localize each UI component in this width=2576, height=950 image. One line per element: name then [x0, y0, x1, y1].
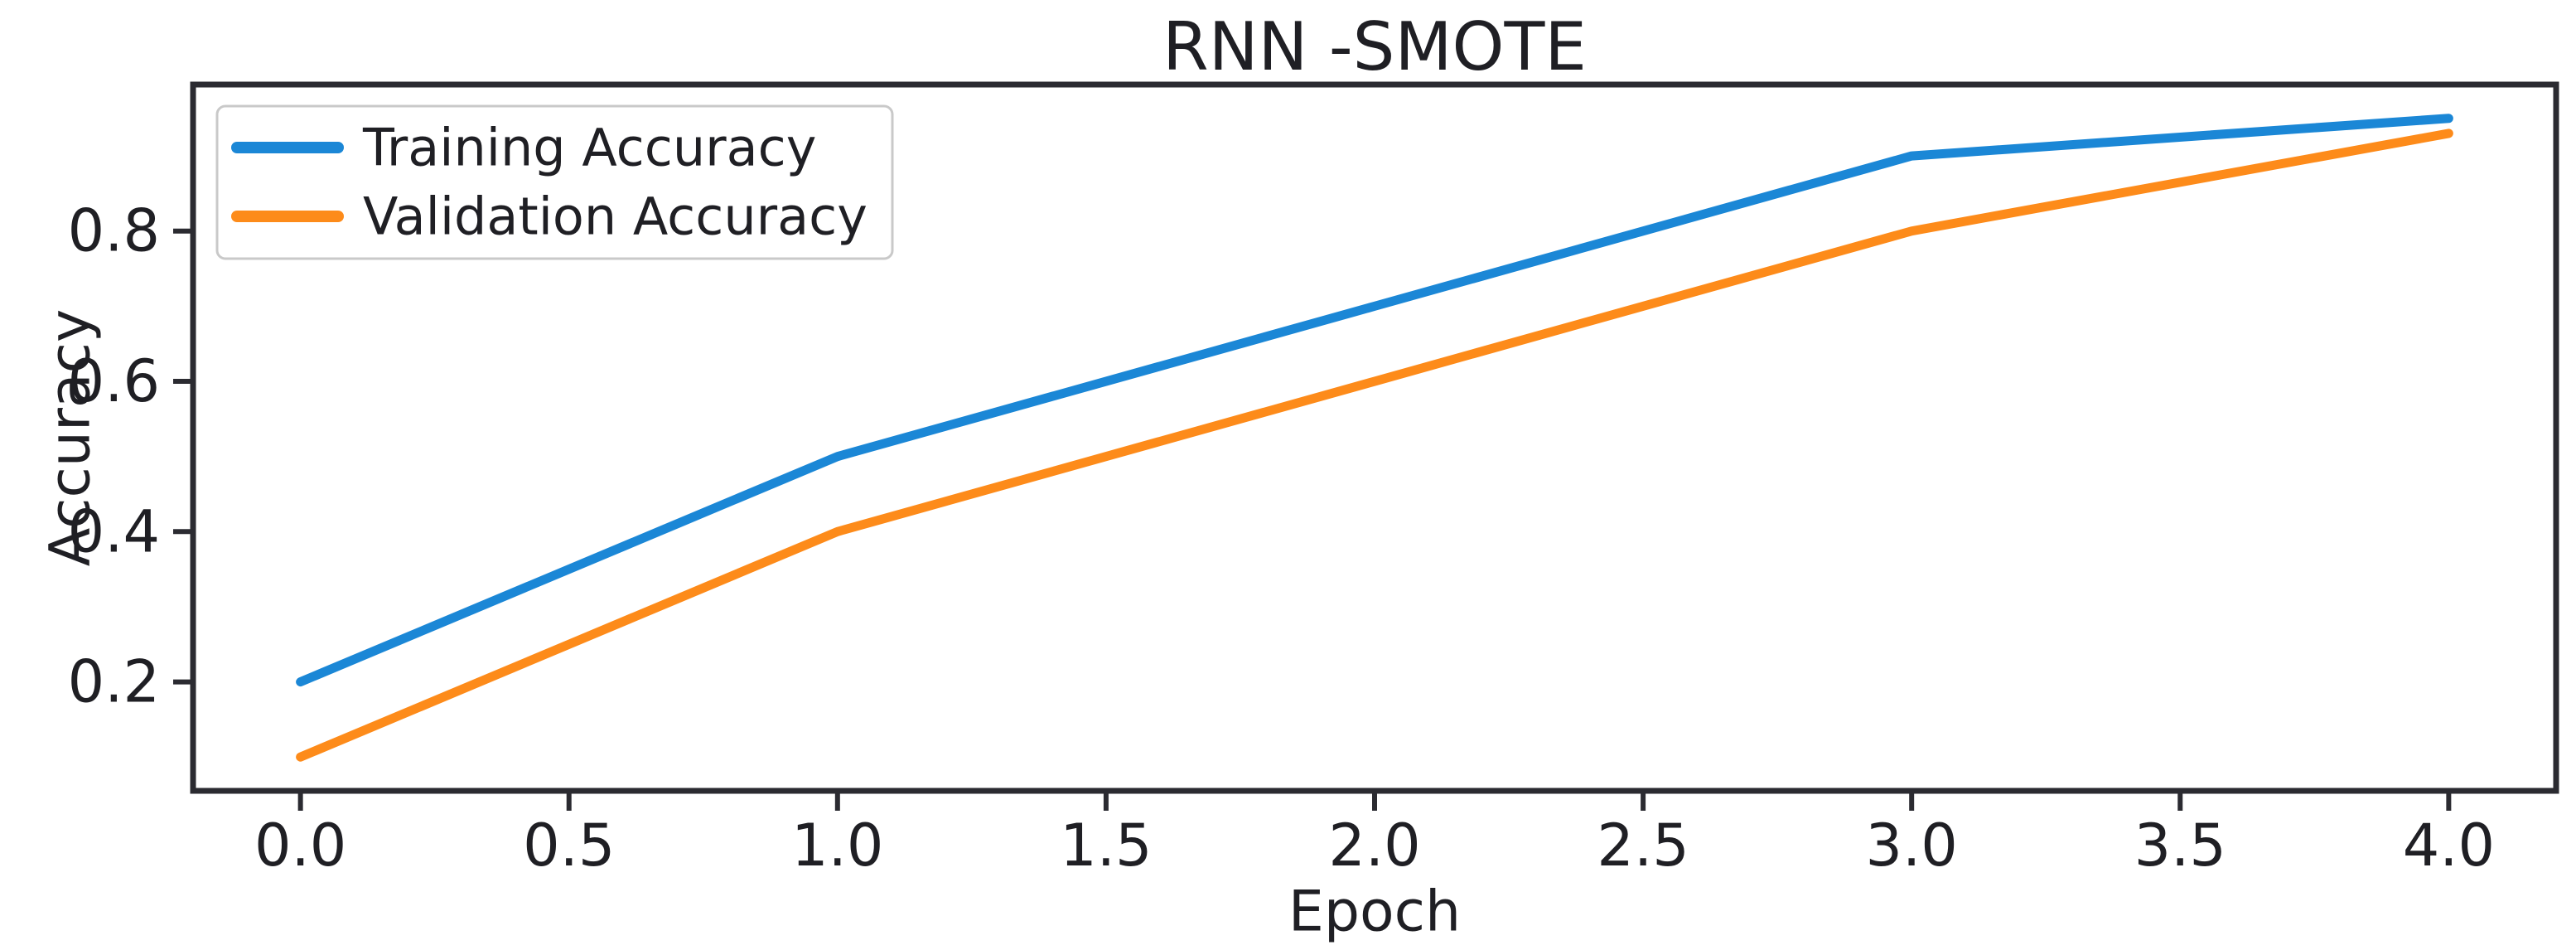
- chart-title: RNN -SMOTE: [1162, 8, 1587, 85]
- x-tick-label: 2.0: [1328, 812, 1420, 880]
- x-tick-label: 3.5: [2134, 812, 2226, 880]
- x-tick-label: 0.0: [254, 812, 346, 880]
- x-tick-label: 1.0: [791, 812, 883, 880]
- y-tick-label: 0.6: [68, 347, 160, 415]
- y-axis-label: Accuracy: [38, 309, 104, 566]
- x-tick-label: 2.5: [1597, 812, 1689, 880]
- series-line-training-accuracy: [296, 114, 2453, 687]
- x-tick-label: 3.0: [1866, 812, 1958, 880]
- series-line-validation-accuracy: [296, 128, 2453, 762]
- x-tick-label: 4.0: [2403, 812, 2495, 880]
- legend-label: Training Accuracy: [362, 118, 816, 178]
- x-tick-label: 1.5: [1060, 812, 1152, 880]
- x-tick-label: 0.5: [523, 812, 615, 880]
- y-tick-label: 0.8: [68, 197, 160, 265]
- legend-label: Validation Accuracy: [363, 187, 868, 247]
- y-tick-label: 0.2: [68, 648, 160, 716]
- y-tick-label: 0.4: [68, 497, 160, 565]
- legend-box: [215, 104, 894, 260]
- x-axis-label: Epoch: [1288, 880, 1461, 945]
